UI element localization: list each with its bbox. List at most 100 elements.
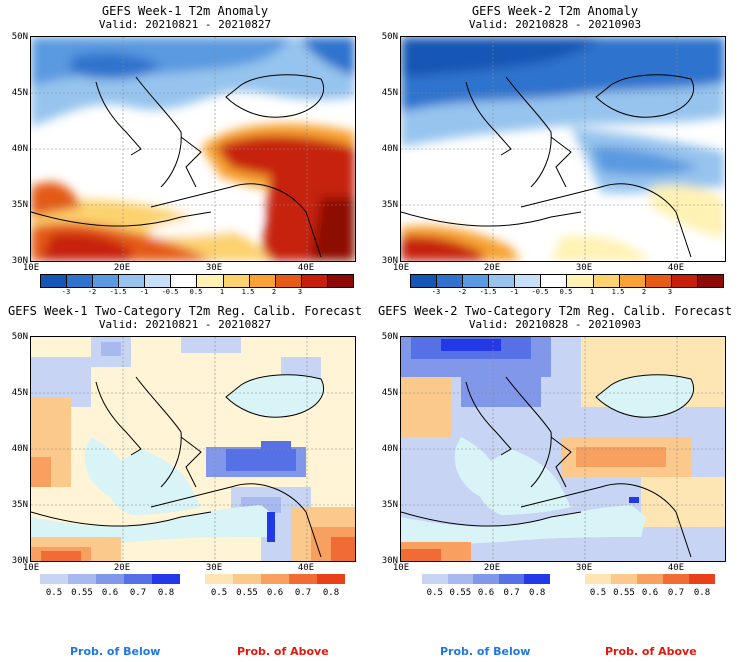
colorbar-tick-label: -0.5 xyxy=(161,288,179,296)
lon-label: 10E xyxy=(22,563,40,573)
colorbar-swatch xyxy=(223,275,250,287)
prob-above-footer-label: Prob. of Above xyxy=(237,645,329,658)
lon-label: 30E xyxy=(575,263,593,273)
lon-label: 10E xyxy=(22,263,40,273)
panel-title: GEFS Week-2 T2m Anomaly xyxy=(471,4,639,18)
colorbar-swatch xyxy=(233,574,261,584)
colorbar-tick-label: -1.5 xyxy=(109,288,127,296)
week2-anomaly-panel: GEFS Week-2 T2m Anomaly Valid: 20210828 … xyxy=(370,0,740,300)
colorbar-tick-label: 1 xyxy=(219,288,225,296)
colorbar-swatch xyxy=(327,275,353,287)
panel-valid-dates: Valid: 20210821 - 20210827 xyxy=(98,318,272,331)
colorbar-swatch xyxy=(619,275,646,287)
colorbar-swatch xyxy=(261,574,289,584)
lat-label: 30N xyxy=(11,556,28,566)
colorbar-swatch xyxy=(489,275,516,287)
colorbar-swatch xyxy=(541,275,568,287)
colorbar-swatch xyxy=(524,574,550,584)
colorbar-tick-label: 0.5 xyxy=(189,288,203,296)
lat-label: 45N xyxy=(11,88,28,98)
prob-above-colorbar xyxy=(585,574,715,584)
lat-label: 40N xyxy=(381,144,398,154)
colorbar-swatch xyxy=(611,574,637,584)
week1-probability-map xyxy=(30,336,356,562)
colorbar-swatch xyxy=(585,574,611,584)
prob-tick-label: 0.8 xyxy=(693,588,711,598)
prob-tick-label: 0.5 xyxy=(589,588,607,598)
prob-tick-label: 0.55 xyxy=(71,588,93,598)
lat-label: 50N xyxy=(11,32,28,42)
prob-tick-label: 0.7 xyxy=(503,588,520,598)
lon-label: 30E xyxy=(575,563,593,573)
week2-anomaly-map xyxy=(400,36,726,262)
colorbar-swatch xyxy=(473,574,499,584)
colorbar-tick-label: -1 xyxy=(139,288,149,296)
prob-tick-label: 0.8 xyxy=(529,588,546,598)
week1-probability-panel: GEFS Week-1 Two-Category T2m Reg. Calib.… xyxy=(0,300,370,600)
colorbar-tick-label: 1.5 xyxy=(611,288,625,296)
prob-tick-label: 0.55 xyxy=(236,588,258,598)
colorbar-swatch xyxy=(249,275,276,287)
colorbar-swatch xyxy=(422,574,448,584)
lat-label: 35N xyxy=(11,500,28,510)
prob-below-footer-label: Prob. of Below xyxy=(440,645,531,658)
lon-label: 20E xyxy=(113,263,131,273)
colorbar-swatch xyxy=(93,275,120,287)
colorbar-tick-label: -2 xyxy=(87,288,97,296)
lon-label: 40E xyxy=(667,563,685,573)
colorbar-swatch xyxy=(663,574,689,584)
prob-below-colorbar xyxy=(40,574,180,584)
anomaly-colorbar xyxy=(410,274,724,288)
lat-label: 35N xyxy=(11,200,28,210)
lon-label: 20E xyxy=(483,563,501,573)
colorbar-swatch xyxy=(171,275,198,287)
prob-above-colorbar xyxy=(205,574,345,584)
colorbar-swatch xyxy=(515,275,542,287)
colorbar-tick-label: 3 xyxy=(297,288,303,296)
lat-label: 35N xyxy=(381,500,398,510)
prob-tick-label: 0.8 xyxy=(157,588,175,598)
prob-tick-label: 0.6 xyxy=(641,588,659,598)
prob-tick-label: 0.7 xyxy=(129,588,147,598)
colorbar-swatch xyxy=(447,574,474,584)
prob-tick-label: 0.7 xyxy=(294,588,312,598)
colorbar-swatch xyxy=(437,275,464,287)
colorbar-swatch xyxy=(124,574,152,584)
lat-label: 50N xyxy=(11,332,28,342)
colorbar-tick-label: -1.5 xyxy=(479,288,497,296)
anomaly-colorbar xyxy=(40,274,354,288)
week2-probability-panel: GEFS Week-2 Two-Category T2m Reg. Calib.… xyxy=(370,300,740,600)
colorbar-swatch xyxy=(671,275,698,287)
lat-label: 50N xyxy=(381,32,398,42)
colorbar-swatch xyxy=(289,574,317,584)
colorbar-swatch xyxy=(68,574,96,584)
colorbar-swatch xyxy=(317,574,345,584)
lat-label: 30N xyxy=(381,556,398,566)
prob-tick-label: 0.5 xyxy=(45,588,63,598)
colorbar-swatch xyxy=(96,574,124,584)
prob-below-colorbar xyxy=(422,574,550,584)
colorbar-tick-label: -3 xyxy=(61,288,71,296)
colorbar-swatch xyxy=(119,275,146,287)
prob-below-footer-label: Prob. of Below xyxy=(70,645,161,658)
lon-label: 30E xyxy=(205,563,223,573)
colorbar-swatch xyxy=(41,275,68,287)
lon-label: 20E xyxy=(113,563,131,573)
colorbar-swatch xyxy=(205,574,233,584)
week1-anomaly-map xyxy=(30,36,356,262)
colorbar-swatch xyxy=(637,574,663,584)
prob-tick-label: 0.6 xyxy=(266,588,284,598)
lat-label: 40N xyxy=(11,444,28,454)
lat-label: 45N xyxy=(381,88,398,98)
lat-label: 45N xyxy=(381,388,398,398)
prob-tick-label: 0.6 xyxy=(101,588,119,598)
prob-tick-label: 0.55 xyxy=(613,588,635,598)
panel-title: GEFS Week-1 T2m Anomaly xyxy=(101,4,269,18)
colorbar-tick-label: -2 xyxy=(457,288,467,296)
panel-valid-dates: Valid: 20210828 - 20210903 xyxy=(468,18,642,31)
colorbar-swatch xyxy=(67,275,94,287)
lat-label: 30N xyxy=(381,256,398,266)
week1-anomaly-panel: GEFS Week-1 T2m Anomaly Valid: 20210821 … xyxy=(0,0,370,300)
prob-tick-label: 0.5 xyxy=(210,588,228,598)
prob-above-footer-label: Prob. of Above xyxy=(605,645,697,658)
